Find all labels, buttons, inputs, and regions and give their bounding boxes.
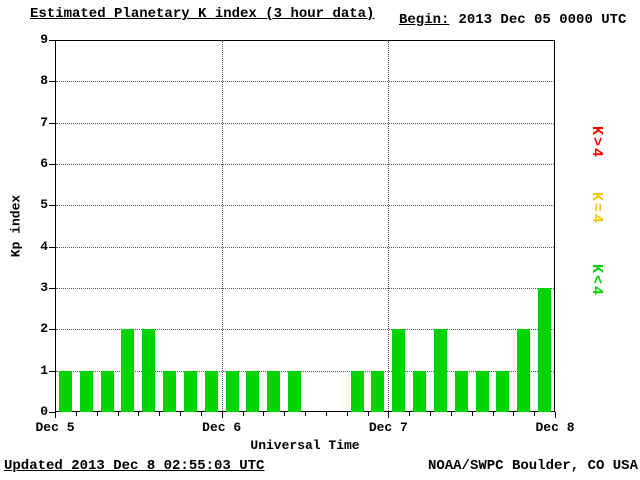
y-tick-label: 5 xyxy=(40,197,48,213)
kp-bar xyxy=(267,370,281,412)
kp-bar xyxy=(392,329,406,412)
kp-bar xyxy=(225,370,239,412)
begin-timestamp: Begin: 2013 Dec 05 0000 UTC xyxy=(399,12,626,28)
x-tick-label: Dec 5 xyxy=(35,420,75,435)
kp-bar xyxy=(288,370,302,412)
chart-title: Estimated Planetary K index (3 hour data… xyxy=(30,6,375,22)
x-minor-tick xyxy=(513,412,515,416)
kp-bar xyxy=(433,329,447,412)
x-minor-tick xyxy=(305,412,306,416)
y-tick-label: 3 xyxy=(40,280,48,295)
kp-bar xyxy=(79,370,93,412)
y-tick-label: 2 xyxy=(40,321,48,337)
y-tick xyxy=(49,81,55,83)
x-minor-tick xyxy=(450,412,452,416)
x-tick-label: Dec 8 xyxy=(535,420,575,435)
kp-bar xyxy=(371,370,385,412)
x-minor-tick xyxy=(325,412,327,416)
y-tick-label: 4 xyxy=(40,238,48,254)
legend-label-1: K=4 xyxy=(588,192,605,226)
kp-bar xyxy=(246,370,260,412)
kp-bar xyxy=(538,288,552,412)
kp-bar xyxy=(350,370,364,412)
y-gridline xyxy=(56,370,554,372)
kp-bar xyxy=(413,370,427,412)
begin-value: 2013 Dec 05 0000 UTC xyxy=(458,12,627,28)
legend-label-0: K>4 xyxy=(588,126,605,160)
y-tick-label: 8 xyxy=(40,73,48,89)
kp-bar xyxy=(183,370,197,412)
x-major-tick xyxy=(55,412,56,418)
kp-bar xyxy=(121,329,135,412)
x-major-tick xyxy=(388,412,390,418)
x-minor-tick xyxy=(159,412,161,416)
y-tick xyxy=(49,205,55,207)
x-minor-tick xyxy=(430,412,431,416)
x-minor-tick xyxy=(242,412,244,416)
x-axis-title: Universal Time xyxy=(250,438,360,453)
y-tick xyxy=(49,288,55,289)
y-gridline xyxy=(56,81,554,83)
x-minor-tick xyxy=(138,412,140,416)
y-tick-label: 9 xyxy=(40,32,48,47)
y-tick xyxy=(49,329,55,331)
noaa-credit: NOAA/SWPC Boulder, CO USA xyxy=(427,458,638,474)
y-gridline xyxy=(56,164,554,165)
y-gridline xyxy=(56,122,554,124)
kp-bar xyxy=(517,329,531,412)
kp-bar xyxy=(142,329,156,412)
x-minor-tick xyxy=(180,412,181,416)
day-gridline xyxy=(388,41,390,411)
legend-label-2: K<4 xyxy=(588,264,605,298)
x-minor-tick xyxy=(534,412,536,416)
updated-timestamp: Updated 2013 Dec 8 02:55:03 UTC xyxy=(4,458,265,474)
kp-bar xyxy=(204,370,218,412)
y-tick-label: 1 xyxy=(40,362,48,378)
x-minor-tick xyxy=(75,412,77,416)
y-gridline xyxy=(56,329,554,331)
day-gridline xyxy=(221,41,223,411)
kp-bar xyxy=(100,370,114,412)
x-major-tick xyxy=(221,412,223,418)
y-gridline xyxy=(56,205,554,207)
y-tick xyxy=(49,40,55,41)
y-tick xyxy=(49,122,55,124)
kp-bar xyxy=(454,370,468,412)
x-minor-tick xyxy=(117,412,119,416)
y-gridline xyxy=(56,288,554,289)
y-tick xyxy=(49,246,55,248)
x-minor-tick xyxy=(367,412,369,416)
kp-bar xyxy=(58,370,72,412)
y-tick xyxy=(49,164,55,165)
x-minor-tick xyxy=(471,412,473,416)
x-tick-label: Dec 7 xyxy=(368,420,408,435)
x-minor-tick xyxy=(96,412,98,416)
kp-bar xyxy=(475,370,489,412)
y-tick-label: 7 xyxy=(40,114,48,130)
kp-bar xyxy=(496,370,510,412)
x-minor-tick xyxy=(492,412,494,416)
begin-label: Begin: xyxy=(399,12,450,28)
x-minor-tick xyxy=(346,412,348,416)
x-tick-label: Dec 6 xyxy=(202,420,242,435)
x-major-tick xyxy=(555,412,556,418)
x-minor-tick xyxy=(200,412,202,416)
kp-bar xyxy=(163,370,177,412)
y-tick-label: 0 xyxy=(40,404,48,419)
x-minor-tick xyxy=(263,412,265,416)
y-tick xyxy=(49,370,55,372)
x-minor-tick xyxy=(284,412,286,416)
x-minor-tick xyxy=(409,412,411,416)
y-tick xyxy=(49,412,55,413)
y-gridline xyxy=(56,246,554,248)
y-tick-label: 6 xyxy=(40,156,48,171)
plot-frame xyxy=(55,40,555,412)
